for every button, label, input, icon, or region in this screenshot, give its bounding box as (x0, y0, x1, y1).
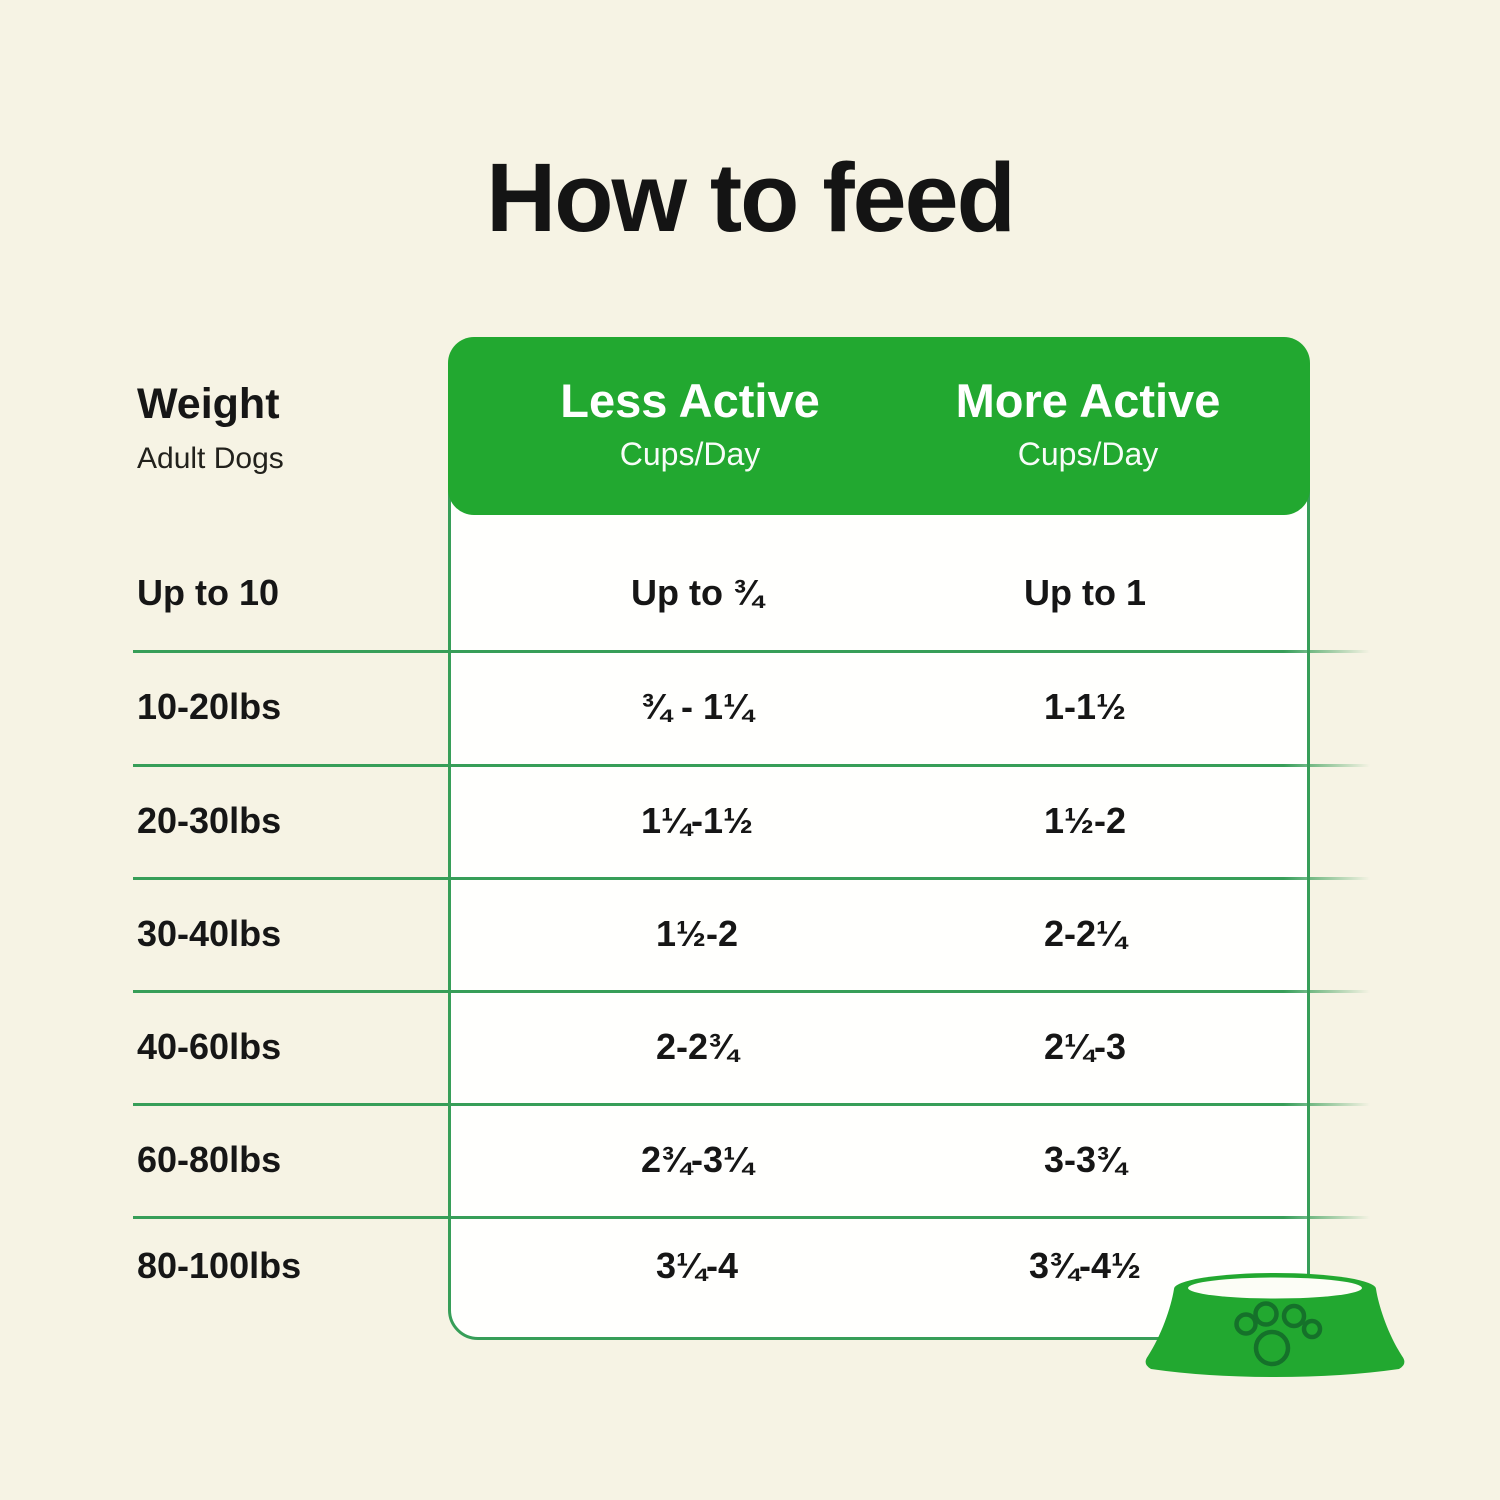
table-row: 60-80lbs 2¾-3¼ 3-3¾ (0, 1103, 1500, 1217)
more-active-label: More Active (955, 374, 1221, 427)
table-row: 30-40lbs 1½-2 2-2¼ (0, 877, 1500, 991)
row-weight: 20-30lbs (137, 800, 282, 841)
row-weight: 10-20lbs (137, 686, 282, 727)
row-divider (133, 877, 1370, 880)
row-less-active: 3¼-4 (655, 1245, 739, 1286)
row-less-active: 2¾-3¼ (640, 1139, 754, 1180)
weight-column-header: Weight Adult Dogs (137, 383, 284, 476)
row-more-active: 1½-2 (1043, 800, 1127, 841)
row-divider (133, 990, 1370, 993)
row-weight: 40-60lbs (137, 1026, 282, 1067)
feeding-table-body (448, 420, 1310, 1340)
row-less-active: 1½-2 (655, 913, 739, 954)
less-active-column-header: Less Active Cups/Day (460, 337, 920, 515)
page-title: How to feed (486, 143, 1016, 252)
row-more-active: 2-2¼ (1043, 913, 1127, 954)
table-row: 10-20lbs ¾ - 1¼ 1-1½ (0, 650, 1500, 764)
row-less-active: ¾ - 1¼ (640, 686, 754, 727)
table-row: 40-60lbs 2-2¾ 2¼-3 (0, 990, 1500, 1104)
row-less-active: 1¼-1½ (640, 800, 754, 841)
row-more-active: 3-3¾ (1043, 1139, 1127, 1180)
row-more-active: 3¾-4½ (1028, 1245, 1142, 1286)
dog-bowl-icon (1145, 1273, 1405, 1377)
less-active-label: Less Active (560, 374, 820, 427)
more-active-column-header: More Active Cups/Day (868, 337, 1308, 515)
more-active-sublabel: Cups/Day (1017, 436, 1159, 472)
row-divider (133, 1216, 1370, 1219)
feeding-table-header: Less Active Cups/Day More Active Cups/Da… (448, 337, 1310, 515)
row-weight: 80-100lbs (137, 1245, 302, 1286)
row-divider (133, 764, 1370, 767)
less-active-sublabel: Cups/Day (619, 436, 761, 472)
row-weight: 60-80lbs (137, 1139, 282, 1180)
row-more-active: Up to 1 (1024, 572, 1146, 613)
table-row: 80-100lbs 3¼-4 3¾-4½ (0, 1209, 1500, 1323)
row-more-active: 1-1½ (1043, 686, 1127, 727)
row-less-active: 2-2¾ (655, 1026, 739, 1067)
row-divider (133, 1103, 1370, 1106)
table-row: Up to 10 Up to ¾ Up to 1 (0, 536, 1500, 650)
weight-column-subtitle: Adult Dogs (137, 442, 284, 475)
row-divider (133, 650, 1370, 653)
weight-column-title: Weight (137, 380, 280, 428)
row-weight: 30-40lbs (137, 913, 282, 954)
row-weight: Up to 10 (137, 572, 280, 613)
table-row: 20-30lbs 1¼-1½ 1½-2 (0, 764, 1500, 878)
row-more-active: 2¼-3 (1043, 1026, 1127, 1067)
row-less-active: Up to ¾ (631, 572, 763, 613)
paw-print-icon (1234, 1301, 1323, 1367)
